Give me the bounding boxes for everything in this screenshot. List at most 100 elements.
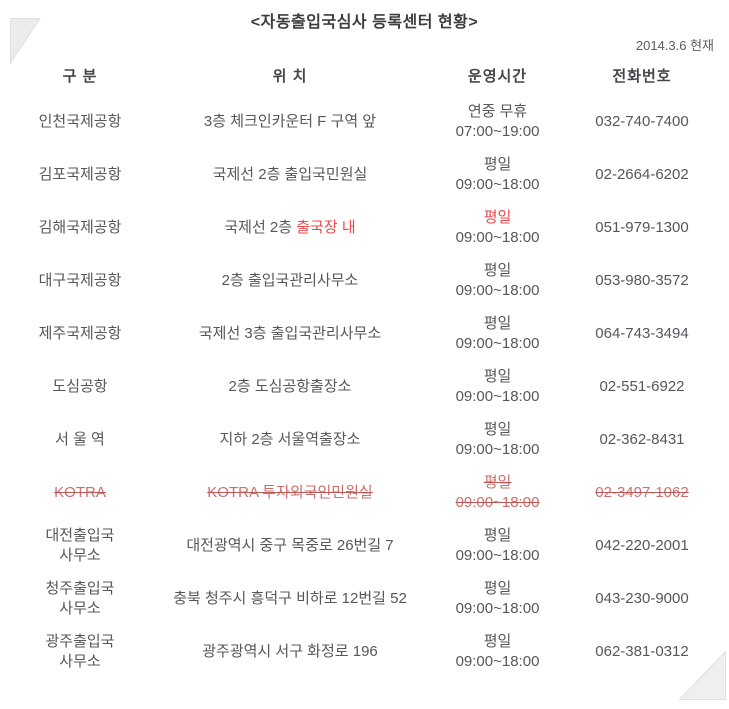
- cell-hours: 평일 09:00~18:00: [430, 466, 565, 519]
- location-text: 국제선 3층 출입국관리사무소: [198, 324, 382, 342]
- cell-hours: 평일 09:00~18:00: [430, 572, 565, 625]
- cell-hours: 평일 09:00~18:00: [430, 625, 565, 678]
- hours-time: 09:00~18:00: [455, 387, 540, 405]
- cell-location: 지하 2층 서울역출장소: [150, 413, 430, 466]
- location-text: 국제선 2층: [224, 218, 297, 236]
- hours-time: 09:00~18:00: [455, 440, 540, 458]
- hours-time: 09:00~18:00: [455, 175, 540, 193]
- table-header: 구 분 위 치 운영시간 전화번호: [10, 55, 719, 95]
- corner-triangle-icon: [678, 650, 726, 705]
- cell-category: 서 울 역: [10, 413, 150, 466]
- cell-phone: 042-220-2001: [595, 536, 689, 554]
- cell-phone: 064-743-3494: [595, 324, 689, 342]
- cell-hours: 평일 09:00~18:00: [430, 413, 565, 466]
- cell-category: 김포국제공항: [10, 148, 150, 201]
- location-text: 지하 2층 서울역출장소: [219, 430, 361, 448]
- hours-label: 평일: [483, 420, 512, 438]
- location-text: KOTRA 투자외국인민원실: [207, 483, 373, 501]
- cell-hours: 평일 09:00~18:00: [430, 307, 565, 360]
- category-name: 대구국제공항: [38, 271, 122, 289]
- hours-label: 평일: [483, 526, 512, 544]
- cell-location: 국제선 2층 출입국민원실: [150, 148, 430, 201]
- cell-location: 충북 청주시 흥덕구 비하로 12번길 52: [150, 572, 430, 625]
- corner-triangle-icon: [10, 18, 41, 69]
- table-row: 인천국제공항 3층 체크인카운터 F 구역 앞 연중 무휴 07:00~19:0…: [10, 95, 719, 148]
- cell-location: 대전광역시 중구 목중로 26번길 7: [150, 519, 430, 572]
- page-title: <자동출입국심사 등록센터 현황>: [250, 14, 479, 31]
- column-header-location: 위 치: [272, 67, 308, 85]
- cell-location: 3층 체크인카운터 F 구역 앞: [150, 95, 430, 148]
- category-name: 김포국제공항: [38, 165, 122, 183]
- cell-category: 도심공항: [10, 360, 150, 413]
- cell-phone: 051-979-1300: [595, 218, 689, 236]
- table-row: 도심공항 2층 도심공항출장소 평일 09:00~18:00 02-551-69…: [10, 360, 719, 413]
- location-text: 충북 청주시 흥덕구 비하로 12번길 52: [173, 589, 407, 607]
- cell-phone: 043-230-9000: [595, 589, 689, 607]
- cell-phone: 053-980-3572: [595, 271, 689, 289]
- location-text: 광주광역시 서구 화정로 196: [202, 642, 378, 660]
- registration-centers-table: 구 분 위 치 운영시간 전화번호 인천국제공항 3층 체크인카운터 F 구역 …: [10, 55, 719, 678]
- cell-phone: 02-362-8431: [599, 430, 685, 448]
- cell-phone: 062-381-0312: [595, 642, 689, 660]
- category-name-line2: 사무소: [59, 599, 101, 617]
- hours-label: 평일: [483, 367, 512, 385]
- cell-category: 제주국제공항: [10, 307, 150, 360]
- cell-location: 광주광역시 서구 화정로 196: [150, 625, 430, 678]
- hours-label: 평일: [483, 155, 512, 173]
- cell-hours: 평일 09:00~18:00: [430, 254, 565, 307]
- table-row: KOTRA KOTRA 투자외국인민원실 평일 09:00~18:00 02-3…: [10, 466, 719, 519]
- category-name: 광주출입국: [45, 632, 115, 650]
- location-text: 대전광역시 중구 목중로 26번길 7: [186, 536, 394, 554]
- cell-phone: 02-2664-6202: [595, 165, 689, 183]
- cell-phone: 02-551-6922: [599, 377, 685, 395]
- table-row: 대전출입국 사무소 대전광역시 중구 목중로 26번길 7 평일 09:00~1…: [10, 519, 719, 572]
- column-header-category: 구 분: [62, 67, 98, 85]
- category-name-line2: 사무소: [59, 652, 101, 670]
- location-text: 국제선 2층 출입국민원실: [212, 165, 368, 183]
- table-row: 김포국제공항 국제선 2층 출입국민원실 평일 09:00~18:00 02-2…: [10, 148, 719, 201]
- hours-label: 연중 무휴: [467, 102, 528, 120]
- category-name: KOTRA: [54, 483, 106, 501]
- hours-time: 09:00~18:00: [455, 493, 540, 511]
- hours-time: 09:00~18:00: [455, 546, 540, 564]
- category-name: 제주국제공항: [38, 324, 122, 342]
- cell-phone: 02-3497-1062: [595, 483, 689, 501]
- hours-time: 09:00~18:00: [455, 652, 540, 670]
- table-row: 김해국제공항 국제선 2층 출국장 내 평일 09:00~18:00 051-9…: [10, 201, 719, 254]
- category-name: 도심공항: [52, 377, 108, 395]
- table-row: 서 울 역 지하 2층 서울역출장소 평일 09:00~18:00 02-362…: [10, 413, 719, 466]
- cell-category: 인천국제공항: [10, 95, 150, 148]
- hours-time: 09:00~18:00: [455, 228, 540, 246]
- hours-label: 평일: [483, 208, 512, 226]
- header-row: 구 분 위 치 운영시간 전화번호: [10, 55, 719, 95]
- category-name: 김해국제공항: [38, 218, 122, 236]
- as-of-date: 2014.3.6 현재: [635, 38, 714, 53]
- cell-location: 국제선 2층 출국장 내: [150, 201, 430, 254]
- hours-label: 평일: [483, 261, 512, 279]
- table-row: 청주출입국 사무소 충북 청주시 흥덕구 비하로 12번길 52 평일 09:0…: [10, 572, 719, 625]
- column-header-phone: 전화번호: [612, 67, 672, 85]
- table-row: 대구국제공항 2층 출입국관리사무소 평일 09:00~18:00 053-98…: [10, 254, 719, 307]
- cell-location: 2층 출입국관리사무소: [150, 254, 430, 307]
- cell-hours: 평일 09:00~18:00: [430, 148, 565, 201]
- category-name: 인천국제공항: [38, 112, 122, 130]
- category-name: 서 울 역: [55, 430, 105, 448]
- hours-label: 평일: [483, 632, 512, 650]
- cell-category: 김해국제공항: [10, 201, 150, 254]
- location-highlight-text: 출국장 내: [296, 218, 356, 236]
- cell-hours: 평일 09:00~18:00: [430, 519, 565, 572]
- hours-label: 평일: [483, 314, 512, 332]
- location-text: 3층 체크인카운터 F 구역 앞: [203, 112, 377, 130]
- table-body: 인천국제공항 3층 체크인카운터 F 구역 앞 연중 무휴 07:00~19:0…: [10, 95, 719, 678]
- hours-label: 평일: [483, 473, 512, 491]
- category-name-line2: 사무소: [59, 546, 101, 564]
- cell-category: 청주출입국 사무소: [10, 572, 150, 625]
- hours-time: 09:00~18:00: [455, 281, 540, 299]
- cell-hours: 연중 무휴 07:00~19:00: [430, 95, 565, 148]
- cell-location: 국제선 3층 출입국관리사무소: [150, 307, 430, 360]
- cell-category: KOTRA: [10, 466, 150, 519]
- category-name: 대전출입국: [45, 526, 115, 544]
- cell-hours: 평일 09:00~18:00: [430, 201, 565, 254]
- location-text: 2층 출입국관리사무소: [221, 271, 359, 289]
- category-name: 청주출입국: [45, 579, 115, 597]
